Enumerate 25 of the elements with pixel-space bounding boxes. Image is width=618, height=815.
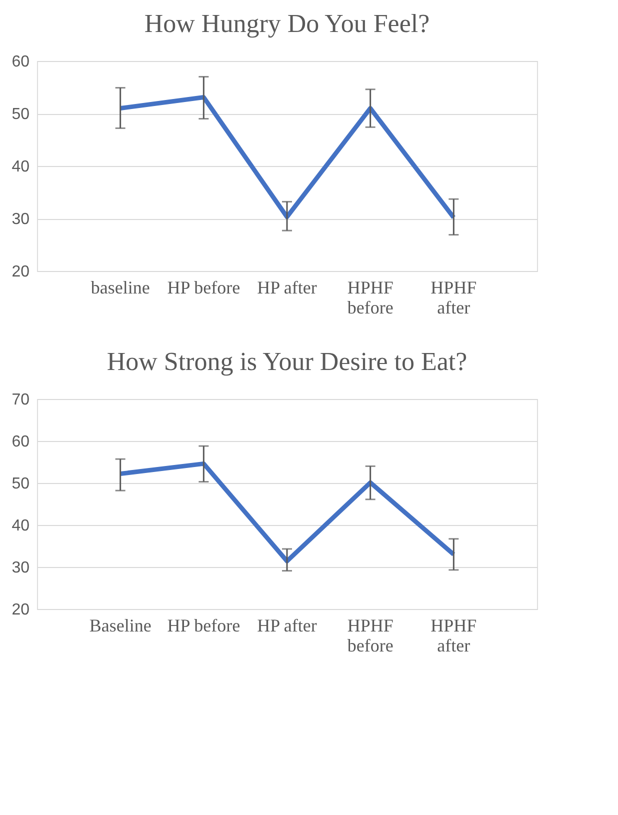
y-tick-label: 30 — [12, 211, 30, 228]
x-tick-label: Baseline — [89, 616, 152, 636]
y-tick-label: 40 — [12, 158, 30, 176]
y-tick-label: 60 — [12, 54, 30, 70]
y-tick-label: 40 — [12, 518, 30, 534]
line-series — [118, 461, 456, 564]
chart-title: How Hungry Do You Feel? — [144, 9, 430, 38]
line-series — [118, 94, 456, 220]
y-tick-label: 20 — [12, 602, 30, 618]
x-tick-label: HP after — [257, 278, 317, 298]
x-tick-label: HPHF before — [347, 616, 394, 656]
x-tick-label: HP before — [167, 616, 240, 636]
x-tick-label: HPHF after — [430, 616, 477, 656]
x-tick-label: HPHF after — [430, 278, 477, 318]
y-tick-label: 60 — [12, 434, 30, 450]
x-tick-label: baseline — [90, 278, 150, 298]
x-tick-label: HPHF before — [347, 278, 394, 318]
x-tick-label: HP after — [257, 616, 317, 636]
y-tick-label: 30 — [12, 560, 30, 576]
chart-title: How Strong is Your Desire to Eat? — [106, 347, 468, 376]
y-tick-label: 50 — [12, 106, 30, 123]
x-tick-label: HP before — [167, 278, 240, 298]
y-tick-label: 20 — [12, 264, 30, 280]
y-tick-label: 50 — [12, 476, 30, 492]
y-tick-label: 70 — [12, 392, 30, 408]
